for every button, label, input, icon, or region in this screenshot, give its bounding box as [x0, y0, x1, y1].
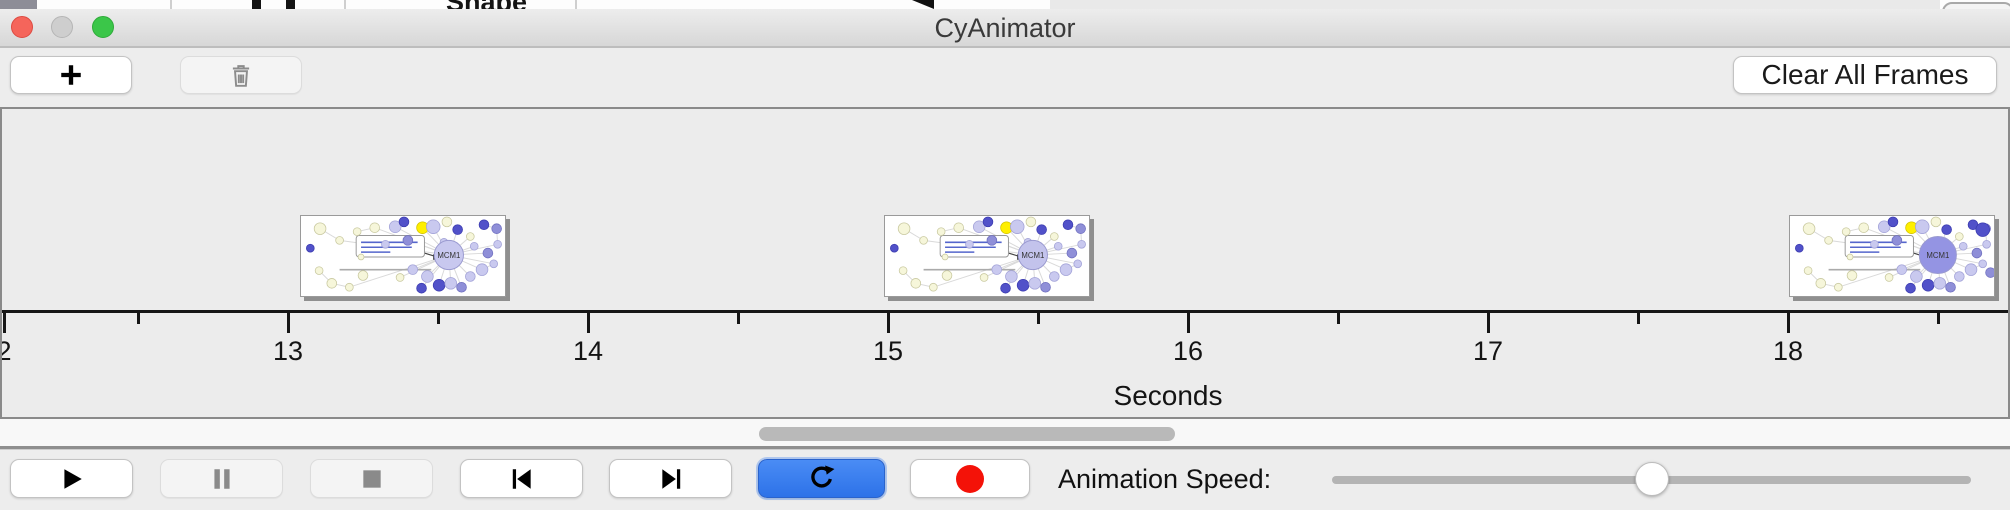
timeline-scrollbar-thumb[interactable]	[759, 427, 1175, 441]
add-frame-button[interactable]	[10, 56, 132, 94]
skip-to-start-icon	[512, 468, 531, 489]
timeline-major-tick	[3, 313, 6, 333]
frame-thumbnail[interactable]: MCM1	[1789, 215, 1995, 297]
timeline-ruler	[2, 310, 2008, 313]
record-icon	[956, 464, 984, 493]
timeline-tick-label: 2	[2, 336, 34, 367]
trash-icon	[232, 65, 250, 87]
skip-to-start-button[interactable]	[460, 459, 583, 498]
timeline-major-tick	[1487, 313, 1490, 333]
timeline-minor-tick	[737, 313, 740, 324]
timeline-major-tick	[287, 313, 290, 333]
axis-label: Seconds	[1113, 380, 1223, 411]
background-fragment	[0, 0, 37, 9]
timeline-major-tick	[1187, 313, 1190, 333]
animation-speed-slider[interactable]	[1332, 462, 1971, 496]
timeline-tick-label: 17	[1472, 336, 1504, 366]
timeline-minor-tick	[1337, 313, 1340, 324]
window-title: CyAnimator	[934, 13, 1076, 43]
timeline-major-tick	[1787, 313, 1790, 333]
record-button[interactable]	[910, 459, 1030, 498]
pause-button[interactable]	[160, 459, 283, 498]
background-window-strip: Shape	[0, 0, 2010, 9]
network-preview: MCM1	[890, 216, 1086, 294]
timeline-tick-label: 15	[872, 336, 904, 366]
network-preview: MCM1	[1795, 216, 1994, 294]
minimize-button[interactable]	[51, 16, 73, 38]
background-divider	[170, 0, 172, 9]
timeline-minor-tick	[1037, 313, 1040, 324]
skip-to-end-icon	[661, 468, 680, 489]
play-icon	[63, 468, 82, 489]
stop-button[interactable]	[310, 459, 433, 498]
clear-all-frames-label: Clear All Frames	[1761, 59, 1969, 90]
background-shape-label: Shape	[446, 0, 566, 9]
timeline-minor-tick	[1637, 313, 1640, 324]
play-button[interactable]	[10, 459, 133, 498]
hub-node-label: MCM1	[1926, 251, 1949, 260]
playback-bar: Animation Speed:	[0, 450, 2010, 510]
frame-thumbnail[interactable]: MCM1	[884, 215, 1090, 297]
toolbar: Clear All Frames	[0, 48, 2010, 107]
stop-icon	[362, 469, 381, 488]
background-glyph	[252, 0, 261, 9]
plus-icon	[61, 65, 81, 85]
timeline-tick-label: 14	[572, 336, 604, 366]
animation-speed-label: Animation Speed:	[1058, 464, 1272, 494]
background-rounded-fragment	[1942, 2, 2010, 9]
hub-node-label: MCM1	[437, 251, 460, 260]
timeline-minor-tick	[137, 313, 140, 324]
timeline-scrollbar[interactable]	[0, 419, 2010, 446]
hub-node-label: MCM1	[1021, 251, 1044, 260]
background-fragment	[1050, 0, 1940, 9]
clear-all-frames-button[interactable]: Clear All Frames	[1733, 56, 1997, 94]
animation-speed-knob[interactable]	[1634, 462, 1669, 496]
timeline-tick-label: 18	[1772, 336, 1804, 366]
timeline-minor-tick	[1937, 313, 1940, 324]
background-glyph	[286, 0, 295, 9]
timeline-minor-tick	[437, 313, 440, 324]
zoom-button[interactable]	[92, 16, 114, 38]
skip-to-end-button[interactable]	[609, 459, 732, 498]
timeline-panel[interactable]: 2 13 14 15 16 17 18 MCM1 MCM1 MCM1 Seconds	[0, 107, 2010, 419]
loop-icon	[811, 465, 835, 488]
frame-thumbnail[interactable]: MCM1	[300, 215, 506, 297]
background-divider	[575, 0, 577, 9]
delete-frame-button[interactable]	[180, 56, 302, 94]
divider	[0, 446, 2010, 450]
close-button[interactable]	[11, 16, 33, 38]
network-preview: MCM1	[306, 216, 502, 294]
pause-icon	[213, 468, 230, 489]
loop-button[interactable]	[758, 459, 885, 498]
timeline-tick-label: 13	[272, 336, 304, 366]
background-divider	[344, 0, 346, 9]
title-bar: CyAnimator	[0, 9, 2010, 48]
background-wedge	[912, 0, 934, 9]
timeline-major-tick	[587, 313, 590, 333]
timeline-major-tick	[887, 313, 890, 333]
timeline-tick-label: 16	[1172, 336, 1204, 366]
